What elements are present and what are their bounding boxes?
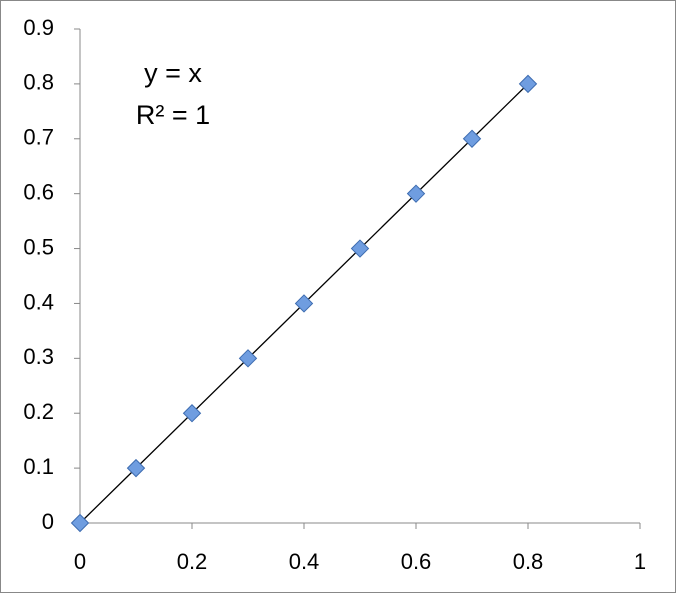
data-point	[238, 349, 258, 368]
x-tick-label: 0	[74, 549, 86, 574]
y-tick-label: 0.9	[23, 15, 54, 40]
y-tick-label: 0	[42, 509, 54, 534]
y-tick-label: 0.8	[23, 70, 54, 95]
x-tick-label: 0.2	[177, 549, 208, 574]
y-tick-label: 0.7	[23, 125, 54, 150]
y-tick-label: 0.3	[23, 344, 54, 369]
x-tick-label: 0.8	[513, 549, 544, 574]
x-tick-label: 0.4	[289, 549, 320, 574]
r-squared: R² = 1	[136, 100, 210, 130]
data-point	[126, 458, 146, 478]
data-point	[182, 404, 202, 423]
y-tick-label: 0.5	[23, 234, 54, 259]
data-point	[350, 239, 370, 258]
equation: y = x	[144, 58, 202, 88]
y-tick-label: 0.4	[23, 289, 54, 314]
data-point	[294, 294, 314, 313]
data-point	[462, 129, 482, 148]
y-tick-label: 0.2	[23, 399, 54, 424]
data-point	[406, 184, 426, 203]
y-tick-label: 0.1	[23, 454, 54, 479]
x-tick-label: 1	[634, 549, 646, 574]
data-point	[518, 74, 538, 94]
y-tick-label: 0.6	[23, 179, 54, 204]
x-tick-label: 0.6	[401, 549, 432, 574]
data-point	[70, 513, 90, 533]
